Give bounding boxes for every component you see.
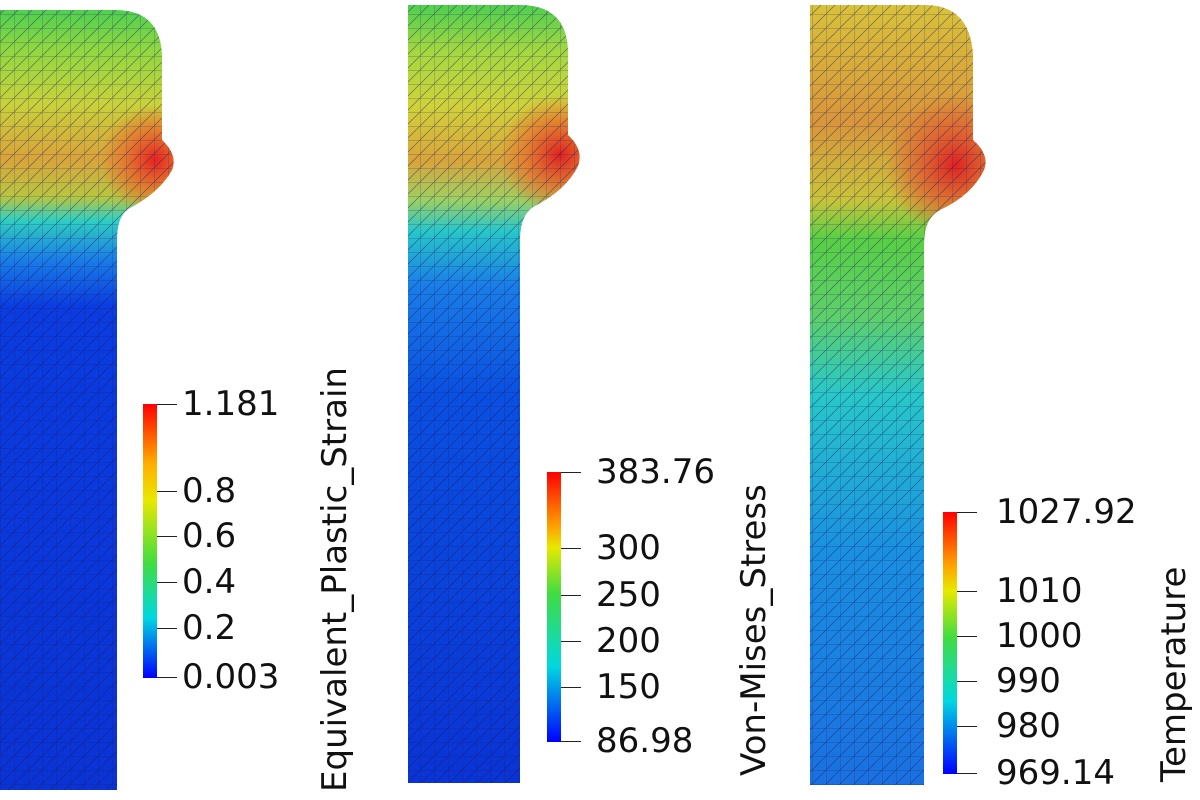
stress-tick-label: 300 (596, 528, 661, 568)
stress-tick-label: 150 (596, 667, 661, 707)
stress-min-label: 86.98 (596, 721, 694, 761)
strain-colorbar (143, 404, 157, 678)
temperature-mesh-plot (810, 5, 986, 785)
temperature-tick-label: 1000 (996, 616, 1083, 656)
strain-tick-label: 0.6 (182, 516, 237, 556)
stress-max-label: 383.76 (596, 452, 715, 492)
stress-tick-label: 250 (596, 575, 661, 615)
strain-mesh-plot (0, 10, 174, 790)
strain-tick-label: 0.2 (182, 608, 237, 648)
temperature-tick-label: 990 (996, 661, 1061, 701)
stress-tick-label: 200 (596, 621, 661, 661)
temperature-max-label: 1027.92 (996, 492, 1137, 532)
stress-colorbar (547, 472, 561, 742)
temperature-colorbar (943, 512, 957, 774)
stress-mesh-plot (408, 5, 580, 783)
strain-min-label: 0.003 (182, 657, 280, 697)
strain-max-label: 1.181 (182, 384, 280, 424)
temperature-tick-label: 980 (996, 706, 1061, 746)
temperature-colorbar-title: Temperature (1154, 566, 1194, 782)
temperature-tick-label: 1010 (996, 571, 1083, 611)
strain-tick-label: 0.4 (182, 562, 237, 602)
strain-tick-label: 0.8 (182, 471, 237, 511)
temperature-min-label: 969.14 (996, 753, 1115, 793)
